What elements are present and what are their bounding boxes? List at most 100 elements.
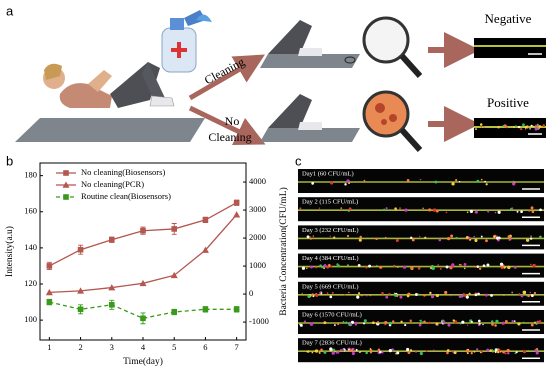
speckle [517,125,521,129]
speckle [463,267,466,270]
arrow-label: Cleaning [208,130,251,144]
speckle [511,207,514,210]
speckle [536,320,539,323]
speckle [315,266,318,269]
speckle [389,321,393,325]
speckle [499,351,502,353]
speckle [513,125,516,129]
speckle [437,264,440,266]
speckle [534,124,537,127]
speckle [474,238,478,242]
speckle [365,351,368,355]
speckle [344,183,347,186]
speckle [384,320,388,324]
speckle [469,209,474,214]
speckle [536,123,539,126]
speckle [454,179,458,182]
speckle [477,292,480,296]
speckle [418,235,421,238]
speckle [502,124,505,127]
speckle [474,210,478,214]
speckle [469,238,472,241]
speckle [451,182,455,186]
speckle [536,349,539,352]
speckle [483,126,485,128]
speckle [348,323,352,326]
speckle [509,322,511,324]
arrow [188,105,266,145]
speckle [497,348,500,351]
speckle [480,125,483,128]
legend-marker [62,181,70,188]
speckle [430,294,435,299]
result-label: Negative [485,11,532,26]
speckle [309,322,314,326]
speckle [520,294,524,298]
speckle [530,124,533,127]
speckle [535,352,538,354]
y2-tick-label: 1000 [249,260,266,270]
speckle [369,348,372,351]
speckle [530,323,534,327]
speckle [506,126,508,129]
data-point [171,309,178,315]
speckle [349,321,351,324]
speckle [400,320,403,323]
speckle [368,264,372,268]
x-tick-label: 6 [203,342,207,352]
speckle [451,263,455,267]
speckle [355,348,358,351]
speckle [504,320,508,323]
x-tick-label: 1 [47,342,51,352]
speckle [356,295,360,299]
speckle [340,348,342,351]
data-point [233,306,240,313]
speckle [450,234,454,238]
speckle [431,264,434,268]
speckle [330,181,334,185]
speckle [514,125,517,128]
speckle [437,324,439,327]
speckle [348,207,352,211]
speckle [465,295,469,299]
speckle [520,210,523,213]
speckle [466,324,469,326]
speckle [385,207,388,210]
speckle [337,323,340,326]
speckle [332,348,336,352]
speckle [529,237,533,240]
speckle [446,351,449,355]
speckle [497,125,500,129]
speckle [410,236,413,240]
legend-marker [63,194,69,200]
strip-image [298,225,544,250]
chart: 100 120 140 160 180 -1000 0 1000 2000 3000 4000 1 2 3… [4,162,289,367]
speckle [348,210,350,212]
speckle [323,264,327,268]
data-point [140,227,146,234]
speckle [410,320,412,322]
strip-image [298,197,544,222]
speckle [494,351,497,354]
y-tick-label: 100 [24,314,37,324]
strip-label: Day 7 (2836 CFU/mL) [302,340,362,347]
speckle [357,263,361,267]
strip-label: Day 5 (669 CFU/mL) [302,283,359,290]
data-point [46,299,53,305]
speckle [528,210,531,212]
speckle [529,263,532,266]
speckle [466,352,469,355]
speckle [299,207,302,210]
speckle [433,349,435,352]
strip-label: Day 6 (1570 CFU/mL) [302,311,362,318]
speckle [494,211,497,214]
speckle [530,206,534,210]
speckle [435,293,439,298]
legend-label: No cleaning(Biosensors) [81,167,165,177]
speckle [492,351,494,354]
speckle [465,349,470,353]
speckle [434,322,436,325]
speckle [523,321,525,324]
speckle [348,291,350,294]
data-point [46,263,53,269]
